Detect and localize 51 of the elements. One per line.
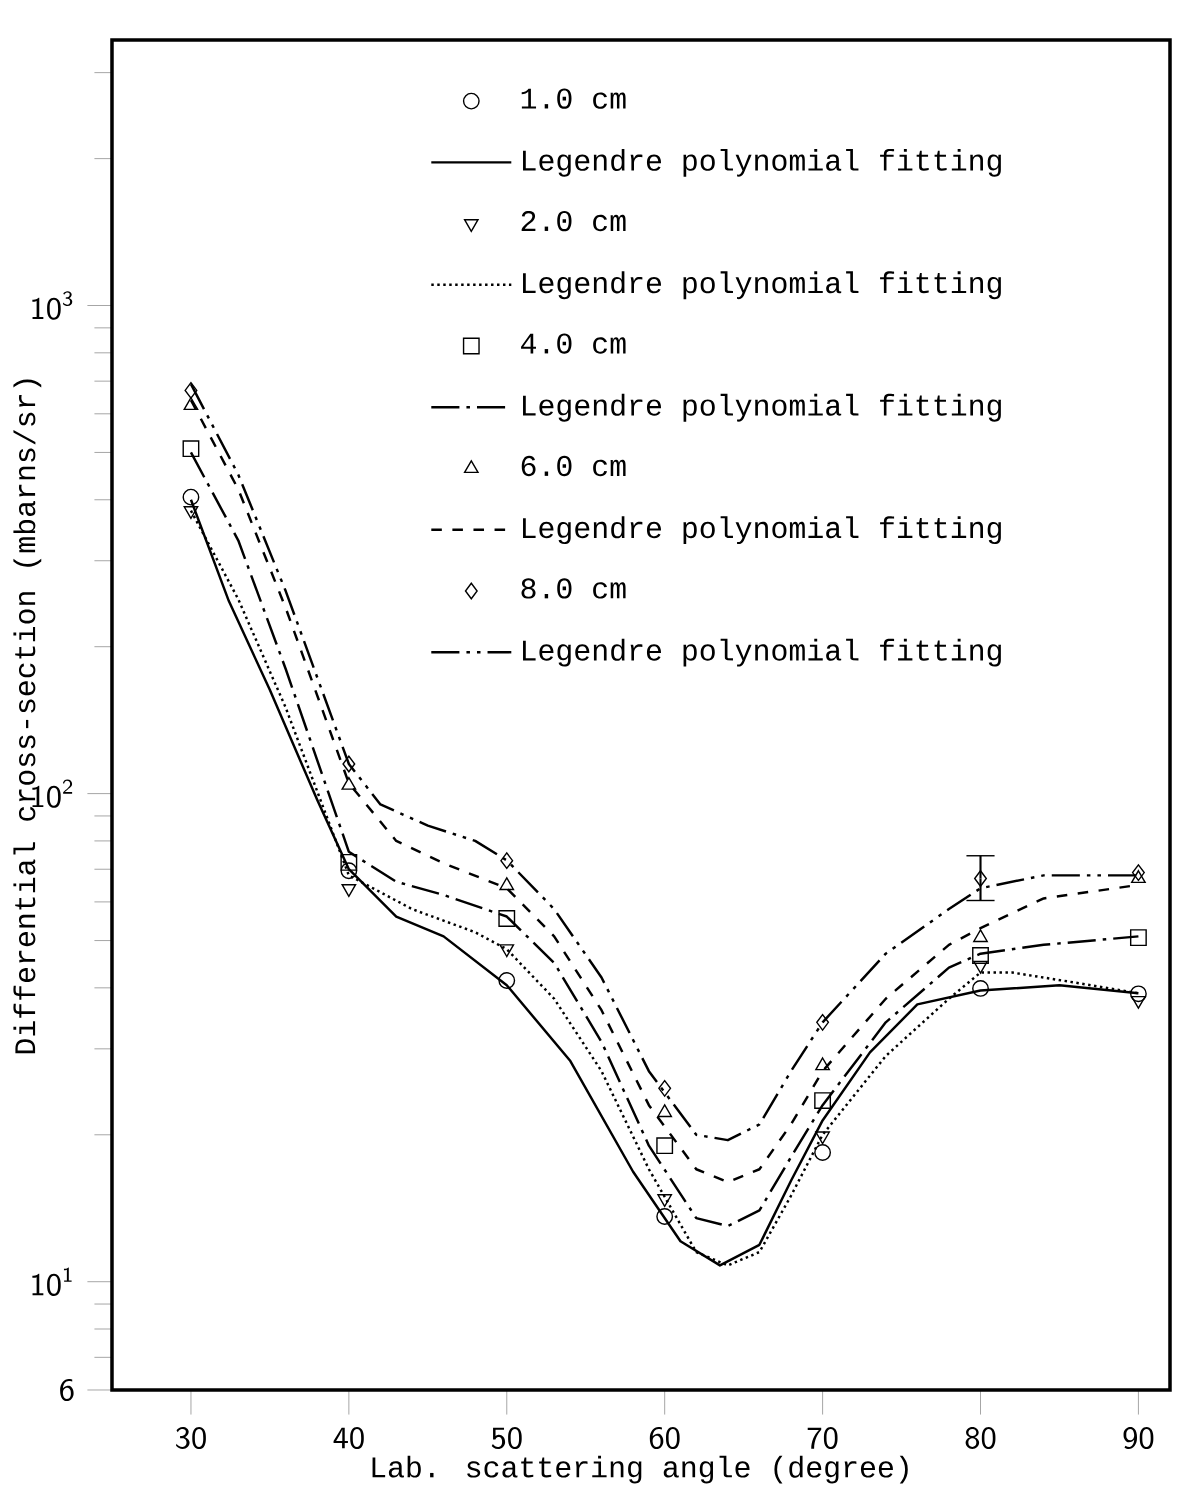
point — [340, 862, 358, 880]
point — [814, 1092, 832, 1110]
point — [973, 960, 988, 974]
legend-label: Legendre polynomial fitting — [523, 393, 1001, 422]
point — [498, 972, 516, 989]
legend-label: 8.0 cm — [521, 578, 626, 599]
x-tick-label: 60 — [649, 1426, 680, 1450]
point — [500, 852, 514, 870]
point — [974, 870, 988, 887]
point — [342, 755, 356, 773]
x-tick-label: 70 — [807, 1426, 838, 1450]
point — [658, 1079, 672, 1097]
point — [973, 929, 988, 943]
point — [1129, 929, 1147, 947]
legend-label: Legendre polynomial fitting — [523, 148, 1001, 177]
point — [1131, 995, 1146, 1009]
legend-label: 6.0 cm — [521, 455, 626, 477]
point — [1131, 864, 1145, 882]
point — [499, 877, 515, 891]
x-tick-label: 50 — [491, 1426, 522, 1450]
point — [814, 1144, 832, 1161]
x-tick-label: 30 — [176, 1426, 206, 1450]
legend-label: 2.0 cm — [521, 210, 626, 232]
point — [498, 910, 516, 927]
legend-label: 4.0 cm — [521, 333, 626, 354]
point — [656, 1137, 674, 1155]
y-tick-label: 10$^{3}$ — [32, 291, 73, 320]
point — [1131, 870, 1146, 884]
legend-label: Legendre polynomial fitting — [523, 516, 1001, 545]
point — [182, 440, 200, 458]
point — [182, 488, 200, 506]
y-tick-label: 6 — [60, 1378, 74, 1402]
y-tick-label: 10$^{1}$ — [32, 1267, 72, 1296]
x-tick-label: 40 — [333, 1426, 364, 1450]
point — [340, 853, 358, 871]
point — [657, 1104, 673, 1118]
legend-label: 1.0 cm — [521, 88, 626, 109]
x-tick-label: 80 — [965, 1426, 996, 1450]
point — [815, 1057, 830, 1071]
point — [656, 1208, 674, 1225]
point — [972, 947, 989, 964]
legend-label: Legendre polynomial fitting — [523, 271, 1001, 300]
point — [341, 883, 357, 897]
point — [816, 1013, 830, 1031]
point — [184, 381, 198, 399]
x-axis-title: Lab. scattering angle (degree) — [372, 1455, 908, 1484]
x-tick-label: 90 — [1123, 1426, 1154, 1450]
point — [1129, 985, 1147, 1003]
point — [183, 397, 199, 411]
legend-label: Legendre polynomial fitting — [523, 638, 1001, 667]
point — [972, 979, 989, 997]
